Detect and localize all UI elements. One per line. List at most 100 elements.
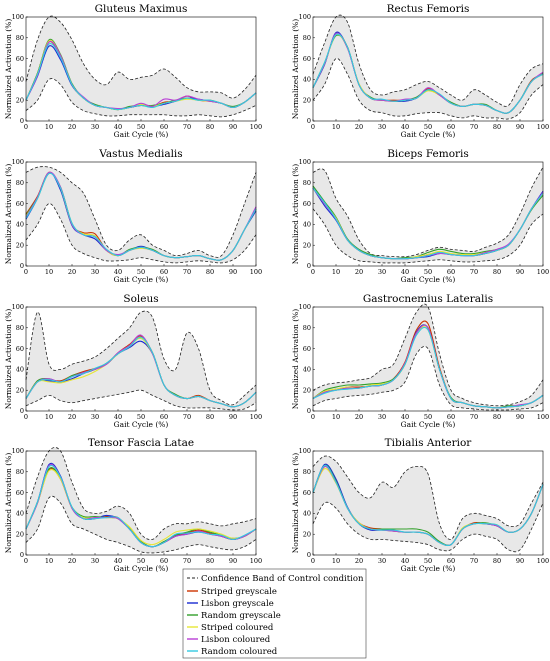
y-tick-label: 40 [16, 366, 24, 374]
y-tick-label: 80 [16, 179, 24, 187]
x-tick-label: 0 [311, 123, 315, 131]
band-area [313, 304, 543, 411]
band-upper-line [25, 447, 257, 541]
x-tick-label: 60 [447, 557, 455, 565]
y-tick-label: 20 [303, 530, 311, 538]
x-tick-label: 50 [137, 413, 145, 421]
x-tick-label: 100 [250, 123, 262, 131]
x-axis-label: Gait Cycle (%) [401, 420, 456, 429]
x-tick-label: 90 [229, 557, 237, 565]
x-tick-label: 70 [183, 268, 191, 276]
y-tick-label: 40 [16, 510, 24, 518]
y-tick-label: 60 [16, 200, 24, 208]
x-tick-label: 40 [401, 557, 409, 565]
y-tick-label: 80 [303, 468, 311, 476]
x-tick-label: 80 [493, 557, 501, 565]
y-tick-label: 20 [303, 386, 311, 394]
series-line-5 [312, 464, 544, 547]
x-tick-label: 100 [250, 413, 262, 421]
x-tick-label: 20 [68, 413, 76, 421]
y-tick-label: 40 [16, 76, 24, 84]
series-line-5 [25, 336, 257, 408]
x-axis-label: Gait Cycle (%) [401, 130, 456, 139]
x-axis-label: Gait Cycle (%) [401, 275, 456, 284]
panel-6: Tensor Fascia Latae 0 10 20 30 40 50 60 70 80 90 10… [4, 437, 262, 573]
x-tick-label: 10 [45, 268, 53, 276]
panel-5: Gastrocnemius Lateralis 0 10 20 30 40 50 60 70 80… [291, 293, 549, 429]
band-area [26, 311, 256, 410]
legend-label-4: Lisbon coloured [201, 635, 271, 645]
x-axis-label: Gait Cycle (%) [114, 420, 169, 429]
y-tick-label: 0 [307, 117, 311, 125]
y-tick-label: 100 [299, 303, 311, 311]
x-tick-label: 60 [160, 413, 168, 421]
panel-title: Tibialis Anterior [385, 437, 473, 449]
band-lower-line [25, 78, 257, 118]
x-tick-label: 100 [537, 268, 549, 276]
x-tick-label: 20 [355, 413, 363, 421]
x-tick-label: 60 [160, 557, 168, 565]
x-tick-label: 60 [160, 123, 168, 131]
band-area [26, 447, 256, 553]
series-line-5 [25, 464, 257, 548]
x-tick-label: 40 [401, 268, 409, 276]
x-tick-label: 90 [516, 413, 524, 421]
y-tick-label: 40 [303, 221, 311, 229]
panel-title: Gastrocnemius Lateralis [363, 293, 493, 305]
x-tick-label: 50 [424, 268, 432, 276]
x-tick-label: 20 [355, 123, 363, 131]
x-tick-label: 30 [91, 268, 99, 276]
legend-label-5: Random coloured [201, 647, 278, 657]
series-line-5 [312, 33, 544, 114]
y-tick-label: 100 [299, 13, 311, 21]
x-tick-label: 100 [250, 268, 262, 276]
x-tick-label: 60 [160, 268, 168, 276]
y-tick-label: 0 [20, 551, 24, 559]
band-upper-line [312, 167, 544, 258]
x-tick-label: 20 [355, 268, 363, 276]
band-upper-line [312, 455, 544, 540]
x-tick-label: 50 [137, 268, 145, 276]
y-tick-label: 60 [303, 489, 311, 497]
band-upper-line [25, 15, 257, 99]
x-tick-label: 10 [332, 413, 340, 421]
x-tick-label: 40 [114, 413, 122, 421]
x-tick-label: 90 [229, 268, 237, 276]
x-tick-label: 40 [114, 557, 122, 565]
series-line-5 [25, 42, 257, 111]
x-tick-label: 0 [24, 413, 28, 421]
legend: Confidence Band of Control condition Str… [182, 568, 367, 659]
x-tick-label: 80 [206, 413, 214, 421]
y-tick-label: 20 [16, 530, 24, 538]
panel-4: Soleus 0 10 20 30 40 50 60 70 80 90 100 0 20 40 60 80 100… [4, 293, 262, 429]
y-axis-label: Normalized Activation (%) [291, 19, 300, 120]
x-tick-label: 20 [68, 123, 76, 131]
y-axis-label: Normalized Activation (%) [4, 19, 13, 120]
y-tick-label: 80 [303, 324, 311, 332]
x-tick-label: 20 [355, 557, 363, 565]
band-lower-line [25, 495, 257, 554]
x-tick-label: 30 [91, 123, 99, 131]
x-tick-label: 80 [206, 557, 214, 565]
x-tick-label: 90 [229, 413, 237, 421]
y-tick-label: 80 [16, 34, 24, 42]
legend-label-0: Striped greyscale [201, 587, 277, 597]
x-tick-label: 70 [183, 123, 191, 131]
x-tick-label: 80 [206, 268, 214, 276]
y-tick-label: 60 [16, 345, 24, 353]
x-tick-label: 100 [537, 123, 549, 131]
series-line-5 [25, 172, 257, 261]
y-tick-label: 20 [16, 96, 24, 104]
x-tick-label: 30 [378, 557, 386, 565]
x-tick-label: 0 [311, 557, 315, 565]
x-tick-label: 70 [183, 413, 191, 421]
y-tick-label: 100 [12, 447, 24, 455]
x-tick-label: 70 [470, 123, 478, 131]
x-tick-label: 20 [68, 557, 76, 565]
x-tick-label: 80 [493, 123, 501, 131]
x-tick-label: 90 [516, 123, 524, 131]
x-tick-label: 30 [378, 123, 386, 131]
band-upper-line [25, 166, 257, 258]
